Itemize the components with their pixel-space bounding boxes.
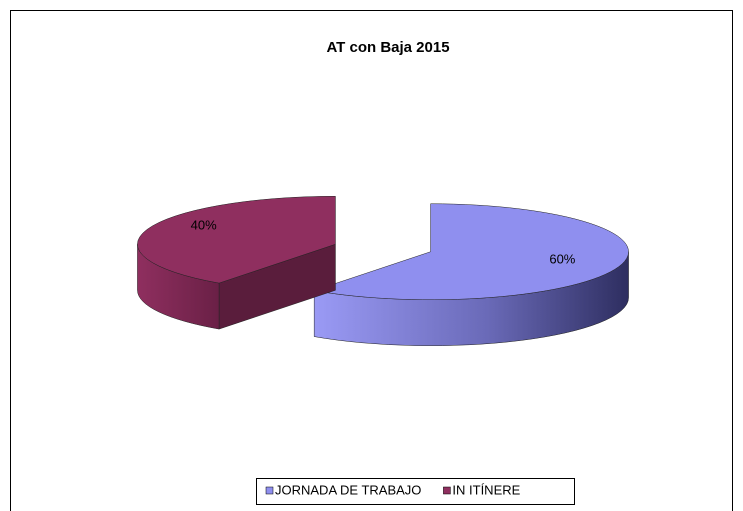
data-label: 60% [549,251,575,266]
slice-top [314,203,629,300]
legend-label: IN ITÍNERE [452,482,520,497]
chart-title: AT con Baja 2015 [326,39,449,56]
legend-box [256,478,575,505]
slice: 60% [313,203,629,346]
chart-frame [10,10,733,511]
legend-swatch [265,486,274,495]
legend-swatch [443,486,451,495]
slice: 40% [137,195,336,330]
data-label: 40% [191,218,217,233]
legend-label: JORNADA DE TRABAJO [275,482,421,497]
slice-top [137,195,336,284]
